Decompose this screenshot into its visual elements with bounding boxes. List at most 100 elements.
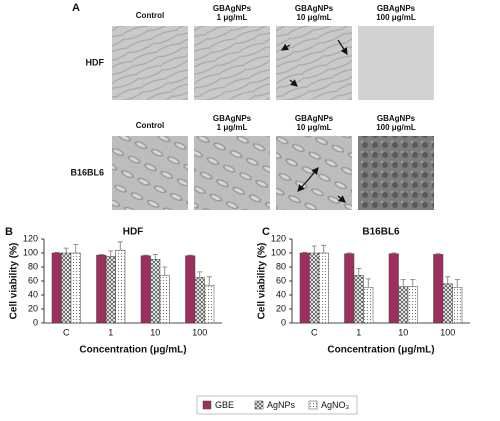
panel-label: B: [5, 226, 13, 238]
error-bar: [63, 247, 69, 253]
bar: [115, 249, 126, 324]
y-tick-label: 120: [23, 233, 38, 243]
error-bar: [346, 252, 352, 254]
legend-label: AgNO₃: [321, 400, 350, 410]
bar: [185, 255, 196, 324]
y-tick-label: 60: [276, 275, 286, 285]
error-bar: [197, 271, 203, 278]
micrograph: [358, 136, 434, 210]
x-tick-label: C: [63, 327, 70, 337]
error-bar: [311, 245, 317, 253]
row-label: HDF: [86, 57, 105, 67]
micrograph: [194, 26, 270, 100]
y-tick-label: 40: [28, 289, 38, 299]
arrows: [280, 39, 348, 203]
bar: [96, 254, 107, 324]
micrograph: [276, 26, 352, 100]
chart-title: B16BL6: [362, 227, 400, 238]
column-label: GBAgNPs: [377, 4, 416, 13]
bar: [299, 252, 310, 324]
x-tick-label: 10: [150, 327, 160, 337]
y-axis-title: Cell viability (%): [9, 243, 20, 320]
bar: [159, 275, 170, 324]
y-tick-label: 20: [28, 303, 38, 313]
error-bar: [98, 254, 104, 256]
y-axis-title: Cell viability (%): [257, 243, 268, 320]
y-tick-label: 0: [33, 317, 38, 327]
error-bar: [365, 278, 371, 288]
bar: [452, 287, 463, 324]
legend-swatch: [254, 400, 264, 410]
bar: [353, 275, 364, 324]
error-bar: [445, 276, 451, 284]
y-tick-label: 80: [276, 261, 286, 271]
error-bar: [454, 279, 460, 288]
bar: [398, 286, 409, 324]
error-bar: [206, 276, 212, 286]
error-bar: [108, 250, 114, 257]
legend-box: [196, 395, 358, 415]
x-tick-label: 100: [192, 327, 207, 337]
bar: [344, 253, 355, 324]
error-bar: [143, 254, 149, 256]
x-tick-label: 10: [398, 327, 408, 337]
y-tick-label: 80: [28, 261, 38, 271]
y-tick-label: 100: [23, 247, 38, 257]
micrograph: [112, 136, 188, 210]
panel-label: A: [72, 2, 80, 14]
column-label: Control: [136, 121, 164, 130]
chart-title: HDF: [123, 227, 144, 238]
y-tick-label: 100: [271, 247, 286, 257]
column-label: 1 μg/mL: [217, 123, 248, 132]
column-label: 1 μg/mL: [217, 13, 248, 22]
column-label: 100 μg/mL: [376, 13, 416, 22]
bar: [140, 255, 151, 324]
error-bar: [356, 268, 362, 276]
micrograph: [194, 136, 270, 210]
error-bar: [73, 244, 79, 253]
micrograph: [358, 26, 434, 100]
bar: [407, 286, 418, 324]
legend-swatch: [308, 400, 318, 410]
bar: [433, 254, 444, 324]
x-axis-title: Concentration (μg/mL): [327, 345, 434, 356]
error-bar: [162, 266, 168, 276]
error-bar: [54, 251, 60, 253]
column-label: 10 μg/mL: [296, 13, 331, 22]
bar: [150, 259, 161, 324]
column-label: GBAgNPs: [213, 114, 252, 123]
error-bar: [410, 279, 416, 287]
bar: [51, 252, 62, 324]
bar: [70, 252, 81, 324]
micrograph: [112, 26, 188, 100]
x-tick-label: C: [311, 327, 318, 337]
error-bar: [321, 244, 327, 253]
column-label: GBAgNPs: [295, 114, 334, 123]
error-bar: [152, 254, 158, 260]
legend-label: AgNPs: [267, 400, 296, 410]
x-tick-label: 1: [108, 327, 113, 337]
bar: [105, 256, 116, 324]
panel-a: [112, 26, 434, 210]
row-label: B16BL6: [70, 167, 104, 177]
bar: [204, 284, 215, 324]
error-bar: [435, 253, 441, 255]
column-label: 10 μg/mL: [296, 123, 331, 132]
legend-label: GBE: [215, 400, 234, 410]
y-tick-label: 120: [271, 233, 286, 243]
panel-label: C: [262, 226, 270, 238]
bar: [442, 283, 453, 324]
bar: [318, 252, 329, 324]
y-tick-label: 60: [28, 275, 38, 285]
x-axis-title: Concentration (μg/mL): [79, 345, 186, 356]
column-label: GBAgNPs: [377, 114, 416, 123]
bar: [309, 252, 320, 324]
error-bar: [391, 252, 397, 254]
bar: [61, 252, 72, 324]
x-tick-label: 1: [356, 327, 361, 337]
error-bar: [400, 279, 406, 287]
column-label: 100 μg/mL: [376, 123, 416, 132]
x-tick-label: 100: [440, 327, 455, 337]
bar: [388, 253, 399, 324]
error-bar: [117, 241, 123, 251]
